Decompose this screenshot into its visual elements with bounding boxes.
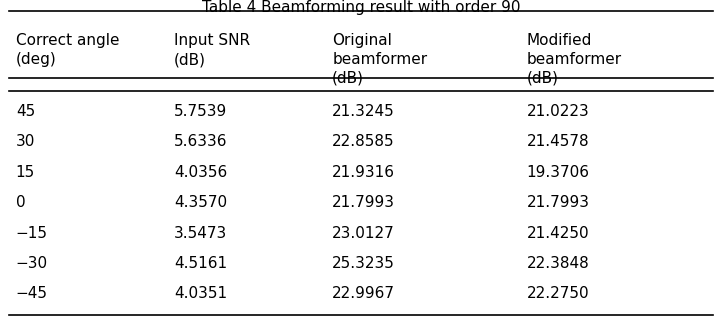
Text: 15: 15 [16, 165, 35, 180]
Text: −15: −15 [16, 225, 48, 241]
Text: 25.3235: 25.3235 [332, 256, 395, 271]
Text: 21.9316: 21.9316 [332, 165, 395, 180]
Text: 21.3245: 21.3245 [332, 104, 395, 119]
Text: 45: 45 [16, 104, 35, 119]
Text: 21.0223: 21.0223 [526, 104, 589, 119]
Text: 4.0356: 4.0356 [174, 165, 227, 180]
Text: 21.7993: 21.7993 [526, 195, 589, 210]
Text: 0: 0 [16, 195, 25, 210]
Text: 22.2750: 22.2750 [526, 287, 589, 301]
Text: 4.5161: 4.5161 [174, 256, 227, 271]
Text: 21.4250: 21.4250 [526, 225, 589, 241]
Text: −30: −30 [16, 256, 48, 271]
Text: Modified
beamformer
(dB): Modified beamformer (dB) [526, 33, 622, 86]
Text: Original
beamformer
(dB): Original beamformer (dB) [332, 33, 427, 86]
Text: Table 4 Beamforming result with order 90: Table 4 Beamforming result with order 90 [201, 0, 521, 15]
Text: 22.8585: 22.8585 [332, 134, 395, 149]
Text: 23.0127: 23.0127 [332, 225, 395, 241]
Text: 30: 30 [16, 134, 35, 149]
Text: 22.9967: 22.9967 [332, 287, 395, 301]
Text: 21.4578: 21.4578 [526, 134, 589, 149]
Text: 3.5473: 3.5473 [174, 225, 227, 241]
Text: 21.7993: 21.7993 [332, 195, 395, 210]
Text: 5.6336: 5.6336 [174, 134, 227, 149]
Text: 4.0351: 4.0351 [174, 287, 227, 301]
Text: −45: −45 [16, 287, 48, 301]
Text: 19.3706: 19.3706 [526, 165, 589, 180]
Text: 22.3848: 22.3848 [526, 256, 589, 271]
Text: 4.3570: 4.3570 [174, 195, 227, 210]
Text: 5.7539: 5.7539 [174, 104, 227, 119]
Text: Input SNR
(dB): Input SNR (dB) [174, 33, 250, 67]
Text: Correct angle
(deg): Correct angle (deg) [16, 33, 119, 67]
